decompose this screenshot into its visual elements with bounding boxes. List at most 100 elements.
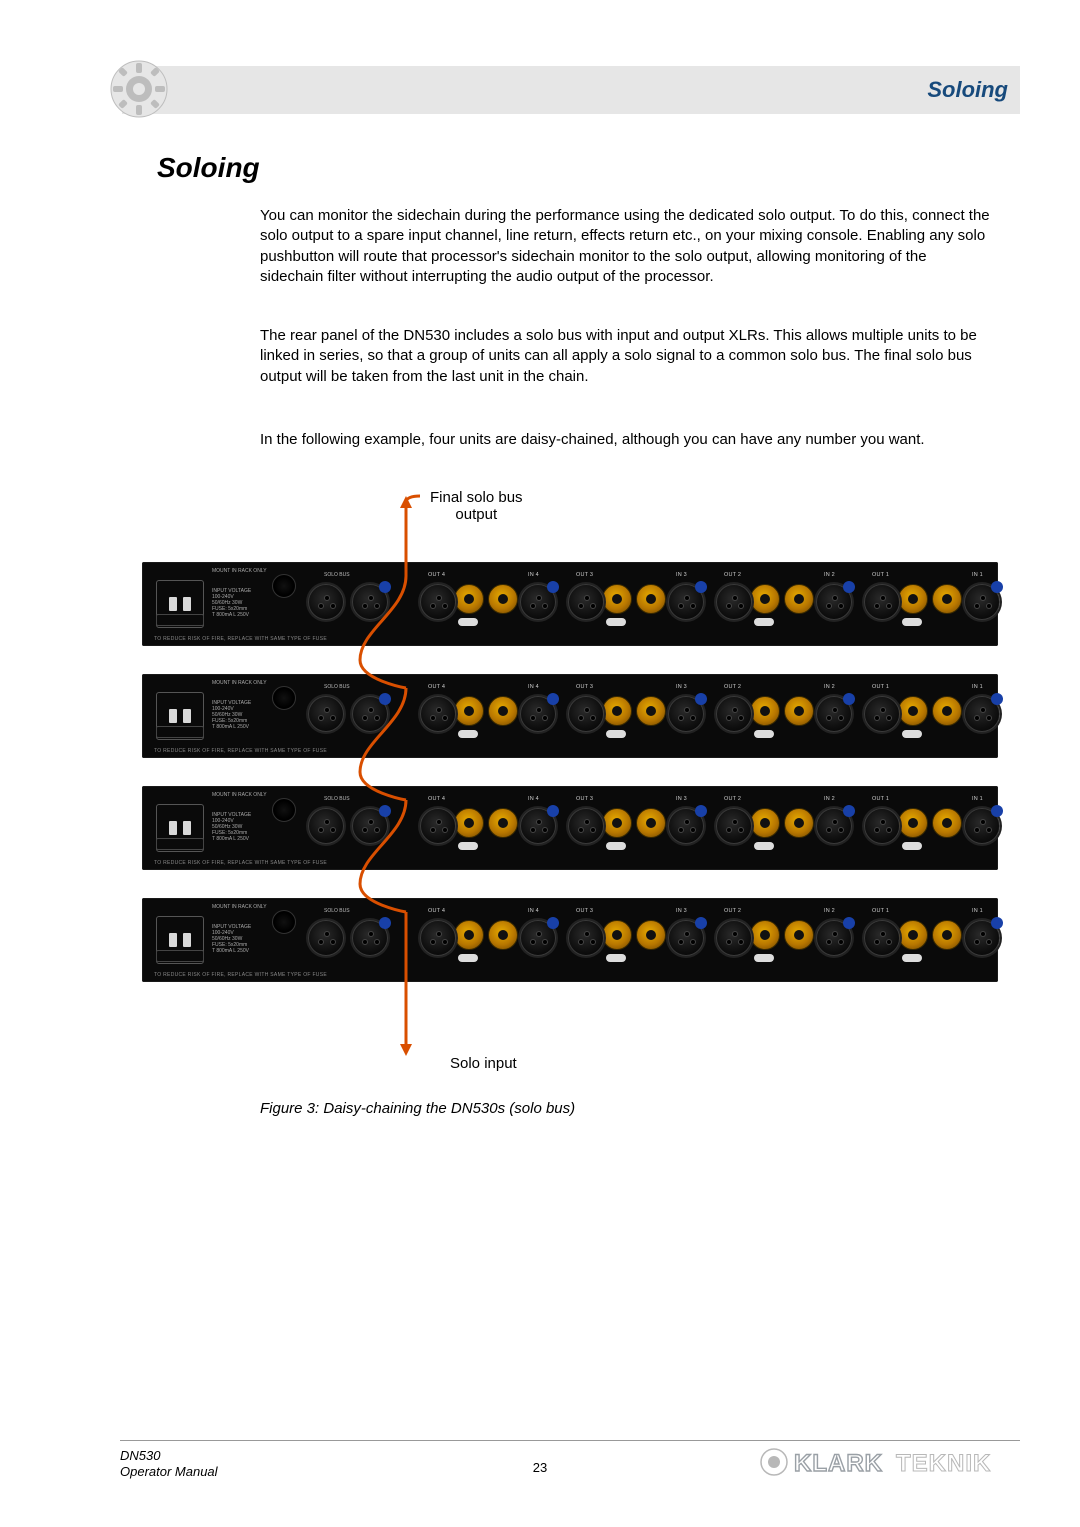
- xlr-out-icon: [420, 584, 456, 620]
- channel-trs-icon: [932, 920, 962, 950]
- channel-out-label: OUT 1: [872, 572, 889, 578]
- sidechain-switch-icon: [458, 730, 478, 738]
- channel-block: OUT 1 IN 1 EXTERNAL SIDECHAIN 1: [864, 908, 1008, 968]
- rear-panel-unit: MOUNT IN RACK ONLY INPUT VOLTAGE100-240V…: [142, 898, 998, 982]
- sidechain-switch-icon: [606, 618, 626, 626]
- channel-block: OUT 1 IN 1 EXTERNAL SIDECHAIN 1: [864, 572, 1008, 632]
- channel-trs-icon: [636, 920, 666, 950]
- sidechain-switch-icon: [902, 954, 922, 962]
- solo-bus-group: SOLO BUS: [308, 684, 406, 744]
- xlr-in-icon: [668, 584, 704, 620]
- mount-label: MOUNT IN RACK ONLY: [212, 680, 267, 686]
- unit-footer-label: TO REDUCE RISK OF FIRE, REPLACE WITH SAM…: [154, 972, 458, 978]
- xlr-out-icon: [420, 920, 456, 956]
- diagram-top-label-line1: Final solo bus: [430, 489, 523, 506]
- header-title: Soloing: [927, 77, 1008, 103]
- diagram-bottom-label: Solo input: [450, 1055, 517, 1072]
- channel-in-label: IN 1: [972, 684, 983, 690]
- diagram-top-label-line2: output: [455, 506, 497, 523]
- channel-trs-icon: [932, 696, 962, 726]
- header-bar: Soloing: [122, 66, 1020, 114]
- channel-out-label: OUT 2: [724, 684, 741, 690]
- channel-in-label: IN 1: [972, 572, 983, 578]
- channel-out-label: OUT 2: [724, 572, 741, 578]
- channel-block: OUT 3 IN 3 EXTERNAL SIDECHAIN 3: [568, 908, 712, 968]
- channel-block: OUT 2 IN 2 EXTERNAL SIDECHAIN 2: [716, 684, 860, 744]
- sidechain-jack-icon: [898, 808, 928, 838]
- sidechain-switch-icon: [458, 842, 478, 850]
- sidechain-switch-icon: [458, 954, 478, 962]
- channel-out-label: OUT 3: [576, 796, 593, 802]
- page-heading: Soloing: [157, 152, 260, 184]
- footer-rule: [120, 1440, 1020, 1441]
- xlr-in-icon: [964, 920, 1000, 956]
- channel-in-label: IN 3: [676, 572, 687, 578]
- channel-in-label: IN 3: [676, 684, 687, 690]
- xlr-in-icon: [964, 696, 1000, 732]
- xlr-out-icon: [716, 920, 752, 956]
- xlr-in-icon: [520, 584, 556, 620]
- rear-panel-unit: MOUNT IN RACK ONLY INPUT VOLTAGE100-240V…: [142, 786, 998, 870]
- channel-out-label: OUT 1: [872, 908, 889, 914]
- channel-in-label: IN 2: [824, 684, 835, 690]
- solo-bus-in-xlr-icon: [352, 920, 388, 956]
- channel-block: OUT 2 IN 2 EXTERNAL SIDECHAIN 2: [716, 796, 860, 856]
- xlr-out-icon: [568, 808, 604, 844]
- ground-post-icon: [272, 798, 296, 822]
- xlr-in-icon: [520, 696, 556, 732]
- channel-out-label: OUT 4: [428, 684, 445, 690]
- channel-trs-icon: [932, 808, 962, 838]
- rear-panel-unit: MOUNT IN RACK ONLY INPUT VOLTAGE100-240V…: [142, 674, 998, 758]
- brand-gear-icon: [110, 60, 168, 118]
- solo-bus-out-xlr-icon: [308, 808, 344, 844]
- sidechain-jack-icon: [898, 696, 928, 726]
- sidechain-switch-icon: [754, 618, 774, 626]
- channel-out-label: OUT 2: [724, 908, 741, 914]
- mount-label: MOUNT IN RACK ONLY: [212, 792, 267, 798]
- sidechain-jack-icon: [602, 920, 632, 950]
- iec-fuse-tray-icon: [156, 726, 204, 738]
- channel-trs-icon: [488, 696, 518, 726]
- channel-trs-icon: [784, 696, 814, 726]
- voltage-label: INPUT VOLTAGE100-240V50/60Hz 30WFUSE: 5x…: [212, 588, 251, 618]
- solo-bus-label: SOLO BUS: [324, 684, 350, 690]
- solo-bus-out-xlr-icon: [308, 584, 344, 620]
- channel-in-label: IN 1: [972, 908, 983, 914]
- solo-bus-in-xlr-icon: [352, 696, 388, 732]
- xlr-out-icon: [864, 584, 900, 620]
- channel-block: OUT 1 IN 1 EXTERNAL SIDECHAIN 1: [864, 796, 1008, 856]
- channel-block: OUT 1 IN 1 EXTERNAL SIDECHAIN 1: [864, 684, 1008, 744]
- unit-footer-label: TO REDUCE RISK OF FIRE, REPLACE WITH SAM…: [154, 860, 458, 866]
- paragraph-1: You can monitor the sidechain during the…: [260, 206, 990, 287]
- channel-in-label: IN 3: [676, 796, 687, 802]
- sidechain-jack-icon: [602, 584, 632, 614]
- xlr-out-icon: [568, 696, 604, 732]
- voltage-label: INPUT VOLTAGE100-240V50/60Hz 30WFUSE: 5x…: [212, 924, 251, 954]
- channel-in-label: IN 4: [528, 908, 539, 914]
- channel-block: OUT 3 IN 3 EXTERNAL SIDECHAIN 3: [568, 684, 712, 744]
- channel-in-label: IN 2: [824, 796, 835, 802]
- paragraph-3: In the following example, four units are…: [260, 430, 990, 450]
- channel-trs-icon: [488, 920, 518, 950]
- paragraph-2: The rear panel of the DN530 includes a s…: [260, 326, 990, 387]
- sidechain-switch-icon: [902, 618, 922, 626]
- solo-bus-out-xlr-icon: [308, 920, 344, 956]
- channel-trs-icon: [636, 808, 666, 838]
- sidechain-jack-icon: [750, 808, 780, 838]
- xlr-out-icon: [420, 696, 456, 732]
- channel-trs-icon: [784, 920, 814, 950]
- iec-fuse-tray-icon: [156, 838, 204, 850]
- channel-out-label: OUT 3: [576, 908, 593, 914]
- channel-in-label: IN 4: [528, 796, 539, 802]
- sidechain-jack-icon: [602, 696, 632, 726]
- channel-block: OUT 4 IN 4 EXTERNAL SIDECHAIN 4: [420, 796, 564, 856]
- sidechain-switch-icon: [458, 618, 478, 626]
- xlr-out-icon: [568, 584, 604, 620]
- sidechain-switch-icon: [606, 842, 626, 850]
- rear-panel-unit: MOUNT IN RACK ONLY INPUT VOLTAGE100-240V…: [142, 562, 998, 646]
- xlr-in-icon: [668, 696, 704, 732]
- diagram-top-label: Final solo bus output: [430, 490, 523, 523]
- channel-out-label: OUT 1: [872, 684, 889, 690]
- sidechain-switch-icon: [606, 730, 626, 738]
- xlr-out-icon: [864, 920, 900, 956]
